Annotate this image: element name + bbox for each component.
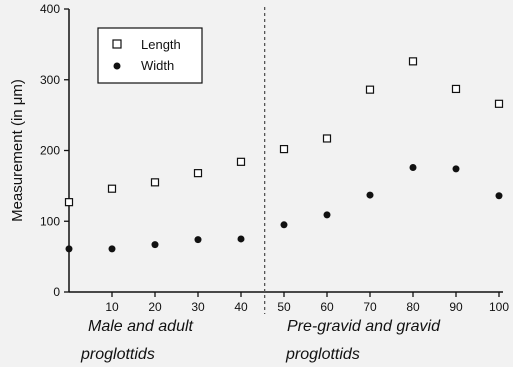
length-point — [494, 99, 504, 108]
width-point — [151, 241, 159, 249]
group-label-male-line2: proglottids — [80, 346, 155, 363]
legend-label-length: Length — [141, 37, 181, 52]
width-point — [108, 245, 116, 253]
length-point — [451, 84, 461, 94]
length-point — [193, 169, 203, 178]
x-axis-ticks: 10 20 30 40 50 60 70 80 90 100 — [105, 292, 509, 314]
length-point — [365, 85, 375, 94]
legend-filled-circle-icon — [113, 62, 121, 70]
width-point — [280, 221, 288, 229]
x-tick-label: 50 — [277, 300, 291, 314]
width-point — [409, 163, 417, 171]
width-point — [452, 165, 460, 173]
y-tick-label: 100 — [40, 214, 60, 228]
x-tick-label: 20 — [148, 300, 162, 314]
length-point — [150, 178, 160, 187]
x-tick-label: 30 — [191, 300, 205, 314]
length-point — [408, 57, 418, 66]
legend-label-width: Width — [141, 58, 174, 73]
y-tick-label: 300 — [40, 73, 60, 87]
group-label-male-line1: Male and adult — [88, 318, 194, 335]
width-point — [495, 192, 503, 200]
y-tick-label: 200 — [40, 144, 60, 158]
length-point — [107, 184, 117, 193]
y-axis-ticks: 0 100 200 300 400 — [40, 2, 69, 299]
x-tick-label: 10 — [105, 300, 119, 314]
y-axis-title: Measurement (in μm) — [9, 79, 26, 222]
legend: Length Width — [97, 27, 203, 84]
x-tick-label: 60 — [320, 300, 334, 314]
y-tick-label: 400 — [40, 2, 60, 16]
x-tick-label: 80 — [406, 300, 420, 314]
x-tick-label: 70 — [363, 300, 377, 314]
width-point — [366, 191, 374, 199]
x-tick-label: 100 — [489, 300, 509, 314]
group-label-gravid-line2: proglottids — [285, 346, 360, 363]
x-tick-label: 90 — [449, 300, 463, 314]
x-tick-label: 40 — [234, 300, 248, 314]
length-point — [236, 157, 246, 166]
length-point — [322, 134, 332, 143]
width-point — [65, 245, 73, 253]
group-label-gravid-line1: Pre-gravid and gravid — [287, 318, 441, 335]
y-tick-label: 0 — [53, 285, 60, 299]
data-points — [64, 57, 504, 253]
legend-box — [97, 27, 203, 84]
width-point — [237, 235, 245, 243]
width-point — [194, 236, 202, 244]
width-point — [323, 211, 331, 219]
length-point — [64, 198, 74, 207]
legend-open-square-icon — [112, 39, 122, 49]
length-point — [279, 144, 289, 154]
